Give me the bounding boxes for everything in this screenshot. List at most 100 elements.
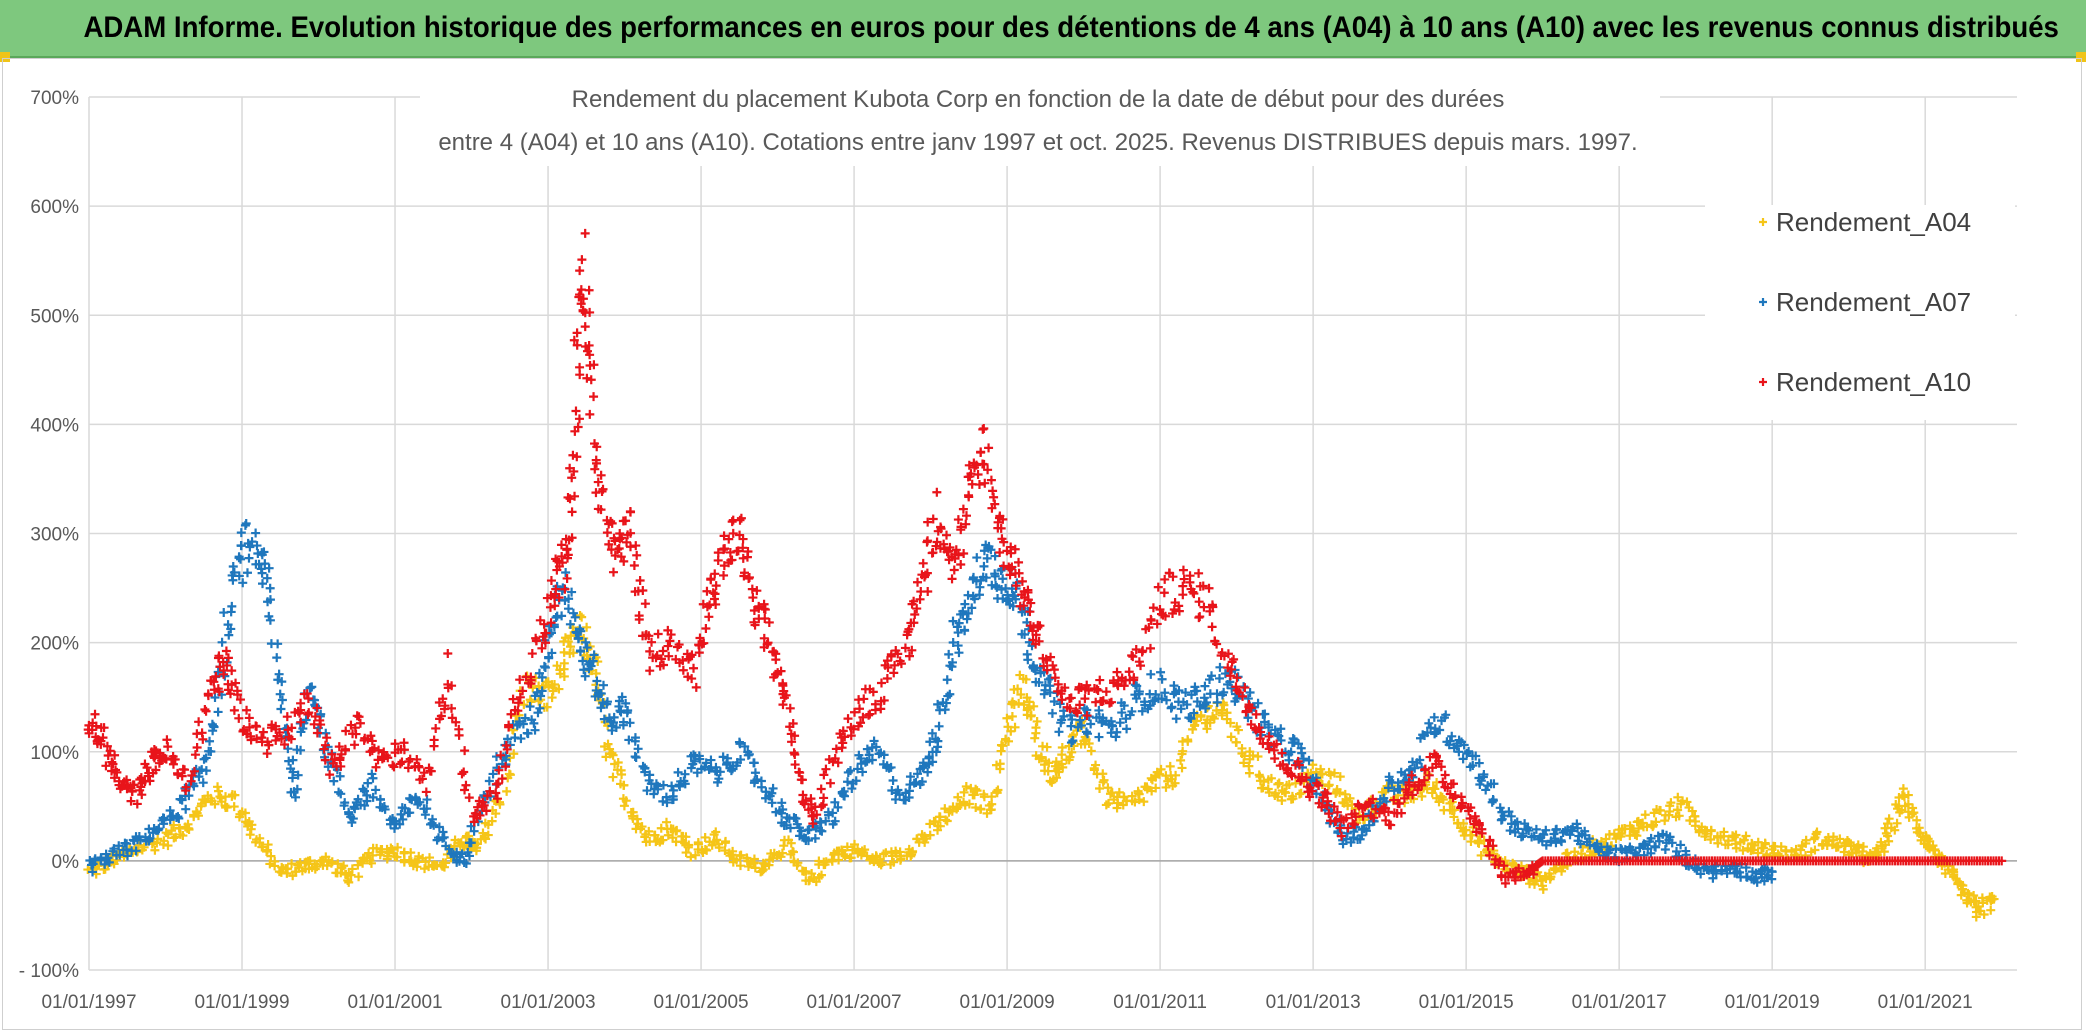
- scatter-marker: [940, 705, 950, 715]
- scatter-marker: [996, 523, 1006, 533]
- scatter-marker: [816, 784, 826, 794]
- scatter-marker: [1146, 669, 1156, 679]
- scatter-marker: [307, 682, 317, 692]
- scatter-marker: [132, 799, 142, 809]
- scatter-marker: [478, 828, 488, 838]
- scatter-marker: [277, 677, 287, 687]
- scatter-marker: [790, 750, 800, 760]
- scatter-marker: [1113, 798, 1123, 808]
- scatter-marker: [484, 776, 494, 786]
- scatter-marker: [98, 733, 108, 743]
- scatter-marker: [1114, 787, 1124, 797]
- scatter-marker: [1029, 701, 1039, 711]
- scatter-marker: [214, 651, 224, 661]
- scatter-marker: [105, 746, 115, 756]
- scatter-marker: [1034, 636, 1044, 646]
- scatter-marker: [231, 678, 241, 688]
- scatter-marker: [270, 861, 280, 871]
- scatter-marker: [1986, 905, 1996, 915]
- scatter-marker: [749, 854, 759, 864]
- scatter-marker: [1651, 817, 1661, 827]
- scatter-marker: [1023, 655, 1033, 665]
- scatter-marker: [135, 835, 145, 845]
- scatter-marker: [1092, 684, 1102, 694]
- scatter-marker: [452, 847, 462, 857]
- scatter-marker: [1450, 791, 1460, 801]
- scatter-marker: [1979, 910, 1989, 920]
- scatter-marker: [1438, 794, 1448, 804]
- scatter-marker: [1545, 874, 1555, 884]
- scatter-marker: [460, 785, 470, 795]
- scatter-marker: [819, 793, 829, 803]
- scatter-marker: [439, 832, 449, 842]
- scatter-marker: [339, 861, 349, 871]
- scatter-marker: [1394, 799, 1404, 809]
- scatter-marker: [459, 767, 469, 777]
- x-tick-label: 01/01/2005: [654, 992, 749, 1013]
- scatter-marker: [1106, 716, 1116, 726]
- scatter-marker: [1420, 765, 1430, 775]
- scatter-marker: [1323, 781, 1333, 791]
- scatter-marker: [287, 723, 297, 733]
- scatter-marker: [1281, 788, 1291, 798]
- scatter-marker: [463, 847, 473, 857]
- scatter-marker: [534, 696, 544, 706]
- scatter-marker: [1233, 725, 1243, 735]
- scatter-marker: [757, 782, 767, 792]
- scatter-marker: [1156, 667, 1166, 677]
- scatter-marker: [368, 773, 378, 783]
- scatter-marker: [363, 778, 373, 788]
- scatter-marker: [347, 864, 357, 874]
- scatter-marker: [275, 727, 285, 737]
- scatter-marker: [296, 717, 306, 727]
- scatter-marker: [226, 624, 236, 634]
- scatter-marker: [393, 842, 403, 852]
- scatter-marker: [1463, 802, 1473, 812]
- scatter-marker: [856, 759, 866, 769]
- x-tick-label: 01/01/2003: [501, 992, 596, 1013]
- scatter-marker: [181, 786, 191, 796]
- scatter-marker: [924, 752, 934, 762]
- scatter-marker: [719, 545, 729, 555]
- scatter-marker: [447, 703, 457, 713]
- scatter-marker: [625, 542, 635, 552]
- scatter-marker: [1009, 699, 1019, 709]
- scatter-marker: [1350, 820, 1360, 830]
- scatter-marker: [1194, 613, 1204, 623]
- scatter-marker: [1217, 705, 1227, 715]
- scatter-marker: [927, 728, 937, 738]
- scatter-marker: [312, 862, 322, 872]
- scatter-marker: [961, 781, 971, 791]
- scatter-marker: [972, 553, 982, 563]
- scatter-marker: [210, 693, 220, 702]
- scatter-marker: [817, 870, 827, 880]
- scatter-marker: [1068, 736, 1078, 746]
- scatter-marker: [1082, 711, 1092, 721]
- scatter-marker: [1713, 838, 1723, 848]
- scatter-marker: [1760, 839, 1770, 849]
- scatter-marker: [1275, 761, 1285, 771]
- scatter-marker: [460, 746, 470, 756]
- scatter-marker: [954, 618, 964, 628]
- scatter-marker: [341, 745, 351, 755]
- scatter-marker: [567, 587, 577, 597]
- scatter-marker: [171, 832, 181, 842]
- scatter-marker: [1050, 673, 1060, 683]
- scatter-marker: [690, 756, 700, 766]
- scatter-marker: [661, 817, 671, 827]
- scatter-marker: [265, 595, 275, 605]
- scatter-marker: [935, 821, 945, 831]
- scatter-marker: [893, 649, 903, 659]
- scatter-marker: [1305, 792, 1315, 802]
- scatter-marker: [812, 810, 822, 820]
- scatter-marker: [1476, 850, 1486, 860]
- scatter-marker: [1477, 824, 1487, 834]
- scatter-marker: [1178, 581, 1188, 591]
- scatter-marker: [653, 629, 663, 639]
- scatter-marker: [694, 751, 704, 761]
- scatter-marker: [1190, 721, 1200, 731]
- scatter-marker: [561, 534, 571, 544]
- scatter-marker: [421, 787, 431, 797]
- scatter-marker: [100, 859, 110, 869]
- scatter-marker: [986, 475, 996, 485]
